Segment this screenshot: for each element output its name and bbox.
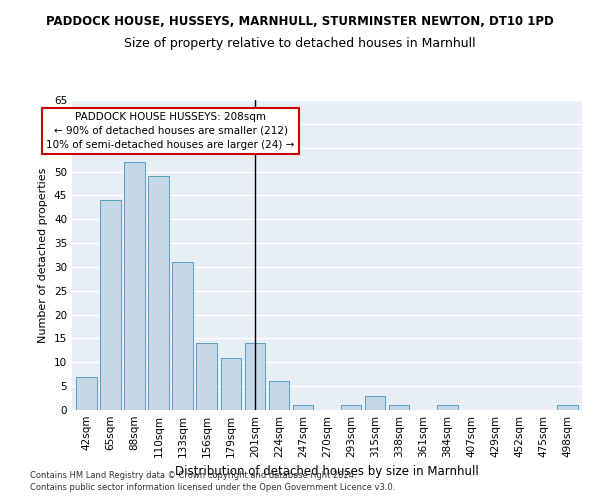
Bar <box>269 382 289 410</box>
Bar <box>557 405 578 410</box>
Text: Size of property relative to detached houses in Marnhull: Size of property relative to detached ho… <box>124 38 476 51</box>
Text: PADDOCK HOUSE HUSSEYS: 208sqm
← 90% of detached houses are smaller (212)
10% of : PADDOCK HOUSE HUSSEYS: 208sqm ← 90% of d… <box>46 112 295 150</box>
X-axis label: Distribution of detached houses by size in Marnhull: Distribution of detached houses by size … <box>175 466 479 478</box>
Bar <box>341 405 361 410</box>
Text: Contains HM Land Registry data © Crown copyright and database right 2024.: Contains HM Land Registry data © Crown c… <box>30 471 356 480</box>
Y-axis label: Number of detached properties: Number of detached properties <box>38 168 49 342</box>
Bar <box>245 343 265 410</box>
Bar <box>172 262 193 410</box>
Bar <box>100 200 121 410</box>
Bar <box>365 396 385 410</box>
Bar <box>196 343 217 410</box>
Text: Contains public sector information licensed under the Open Government Licence v3: Contains public sector information licen… <box>30 484 395 492</box>
Bar <box>389 405 409 410</box>
Bar <box>437 405 458 410</box>
Bar <box>293 405 313 410</box>
Bar <box>148 176 169 410</box>
Bar <box>124 162 145 410</box>
Text: PADDOCK HOUSE, HUSSEYS, MARNHULL, STURMINSTER NEWTON, DT10 1PD: PADDOCK HOUSE, HUSSEYS, MARNHULL, STURMI… <box>46 15 554 28</box>
Bar <box>221 358 241 410</box>
Bar <box>76 376 97 410</box>
